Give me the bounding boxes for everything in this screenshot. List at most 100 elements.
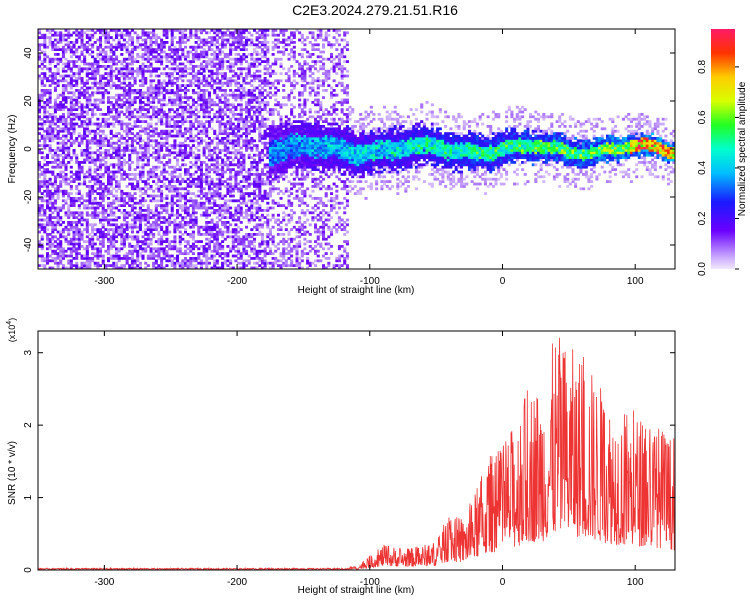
spectrogram-cell <box>136 187 140 191</box>
spectrogram-cell <box>64 86 68 90</box>
spectrogram-cell <box>112 187 116 191</box>
spectrogram-cell <box>93 41 97 44</box>
spectrogram-cell <box>85 105 89 109</box>
spectrogram-cell <box>178 173 182 176</box>
spectrogram-cell <box>239 156 243 159</box>
spectrogram-cell <box>56 117 60 121</box>
spectrogram-cell <box>197 53 201 56</box>
spectrogram-cell <box>176 89 180 92</box>
spectrogram-cell <box>85 156 89 159</box>
spectrogram-cell <box>258 249 262 253</box>
spectrogram-cell <box>77 33 81 37</box>
spectrogram-cell <box>141 93 145 97</box>
spectrogram-cell <box>239 228 243 231</box>
spectrogram-cell <box>218 43 222 47</box>
spectrogram-cell <box>46 36 50 39</box>
spectrogram-cell <box>221 89 225 92</box>
spectrogram-cell <box>104 233 108 236</box>
spectrogram-cell <box>75 187 79 191</box>
spectrogram-cell <box>107 110 111 114</box>
spectrogram-cell <box>64 141 68 145</box>
spectrogram-cell <box>83 67 87 71</box>
spectrogram-cell <box>59 141 63 145</box>
spectrogram-cell <box>173 77 177 80</box>
spectrogram-cell <box>253 213 257 217</box>
spectrogram-cell <box>173 101 177 104</box>
spectrogram-cell <box>181 141 185 145</box>
spectrogram-cell <box>51 156 55 159</box>
spectrogram-cell <box>178 93 182 97</box>
spectrogram-cell <box>210 266 214 269</box>
spectrogram-cell <box>96 103 100 107</box>
spectrogram-cell <box>38 45 42 49</box>
spectrogram-cell <box>141 242 145 246</box>
spectrogram-cell <box>117 170 121 174</box>
spectrogram-cell <box>43 77 47 80</box>
spectrogram-cell <box>215 62 219 66</box>
spectrogram-cell <box>202 177 206 181</box>
spectrogram-cell <box>223 91 227 95</box>
spectrogram-cell <box>46 89 50 92</box>
spectrogram-cell <box>88 62 92 66</box>
spectrogram-cell <box>53 38 57 42</box>
spectrogram-cell <box>125 101 129 104</box>
spectrogram-cell <box>168 74 172 78</box>
spectrogram-cell <box>181 197 185 200</box>
spectrogram-cell <box>239 146 243 150</box>
spectrogram-cell <box>61 192 65 195</box>
spectrogram-cell <box>128 67 132 71</box>
spectrogram-cell <box>207 151 211 155</box>
spectrogram-cell <box>64 201 68 205</box>
spectrogram-cell <box>165 185 169 188</box>
spectrogram-cell <box>152 69 156 73</box>
spectrogram-cell <box>250 216 254 219</box>
spectrogram-cell <box>223 223 227 227</box>
spectrogram-cell <box>51 134 55 138</box>
spectrogram-cell <box>48 199 52 203</box>
spectrogram-cell <box>178 84 182 87</box>
spectrogram-cell <box>56 218 60 222</box>
spectrogram-cell <box>154 249 158 253</box>
spectrogram-cell <box>53 165 57 169</box>
spectrogram-cell <box>234 175 238 179</box>
spectrogram-cell <box>199 168 203 171</box>
spectrogram-cell <box>184 120 188 123</box>
spectrogram-cell <box>229 182 233 186</box>
spectrogram-cell <box>258 180 262 183</box>
spectrogram-cell <box>226 211 230 215</box>
spectrogram-cell <box>72 74 76 78</box>
spectrogram-cell <box>170 221 174 224</box>
spectrogram-cell <box>99 108 103 111</box>
spectrogram-cell <box>178 74 182 78</box>
spectrogram-cell <box>149 225 153 229</box>
spectrogram-cell <box>154 86 158 90</box>
spectrogram-cell <box>91 156 95 159</box>
spectrogram-cell <box>138 216 142 219</box>
spectrogram-cell <box>162 98 166 102</box>
spectrogram-cell <box>53 221 57 224</box>
spectrogram-cell <box>210 257 214 260</box>
spectrogram-cell <box>38 29 42 32</box>
spectrogram-cell <box>178 89 182 92</box>
spectrogram-cell <box>181 74 185 78</box>
spectrogram-cell <box>96 216 100 219</box>
spectrogram-cell <box>199 98 203 102</box>
spectrogram-cell <box>213 38 217 42</box>
spectrogram-cell <box>88 170 92 174</box>
spectrogram-cell <box>207 98 211 102</box>
spectrogram-cell <box>165 211 169 215</box>
spectrogram-cell <box>77 67 81 71</box>
spectrogram-cell <box>120 98 124 102</box>
spectrogram-cell <box>184 139 188 143</box>
spectrogram-cell <box>154 168 158 171</box>
spectrogram-cell <box>154 156 158 159</box>
spectrogram-cell <box>77 45 81 49</box>
spectrogram-cell <box>213 235 217 239</box>
spectrogram-cell <box>83 240 87 243</box>
spectrogram-cell <box>197 110 201 114</box>
spectrogram-cell <box>250 98 254 102</box>
spectrogram-cell <box>226 120 230 123</box>
spectrogram-cell <box>122 199 126 203</box>
spectrogram-cell <box>258 69 262 73</box>
spectrogram-cell <box>83 84 87 87</box>
